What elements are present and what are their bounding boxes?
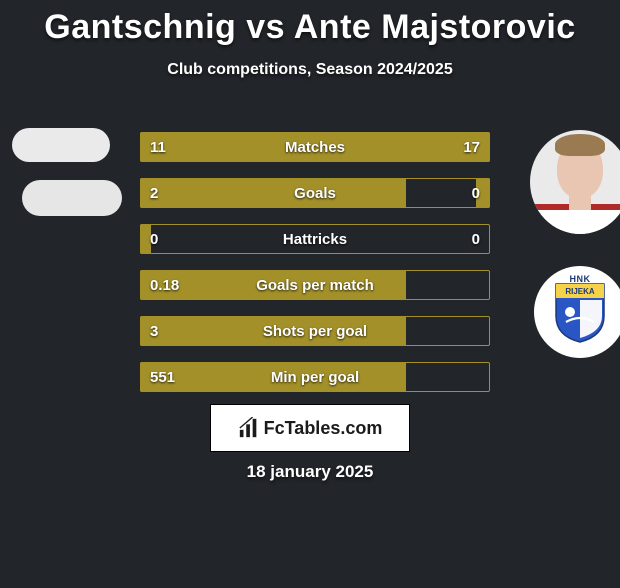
stat-row: 11Matches17 — [140, 132, 490, 162]
stat-bar-left — [140, 132, 280, 162]
date-text: 18 january 2025 — [0, 462, 620, 482]
player2-club-logo: HNK RIJEKA — [534, 266, 620, 358]
page-subtitle: Club competitions, Season 2024/2025 — [0, 61, 620, 79]
chart-icon — [238, 417, 260, 439]
club-logo-name: RIJEKA — [565, 287, 595, 296]
page-title: Gantschnig vs Ante Majstorovic — [0, 8, 620, 47]
stat-row: 0Hattricks0 — [140, 224, 490, 254]
stat-bar-right — [280, 132, 490, 162]
player1-avatar-placeholder — [12, 128, 110, 162]
brand-text: FcTables.com — [264, 418, 383, 439]
brand-watermark: FcTables.com — [210, 404, 410, 452]
stat-bar-left — [140, 316, 406, 346]
stat-bar-left — [140, 270, 406, 300]
player2-avatar — [530, 130, 620, 234]
player1-club-placeholder — [22, 180, 122, 216]
stat-bar-left — [140, 178, 406, 208]
stat-row: 0.18Goals per match — [140, 270, 490, 300]
comparison-bars: 11Matches17 2Goals0 0Hattricks0 0.18Goals p… — [140, 132, 490, 408]
stat-row: 3Shots per goal — [140, 316, 490, 346]
stat-row: 551Min per goal — [140, 362, 490, 392]
stat-bar-left — [140, 224, 151, 254]
stat-bar-left — [140, 362, 406, 392]
stat-bar-right — [476, 178, 490, 208]
shield-icon: RIJEKA — [552, 280, 608, 344]
stat-row: 2Goals0 — [140, 178, 490, 208]
